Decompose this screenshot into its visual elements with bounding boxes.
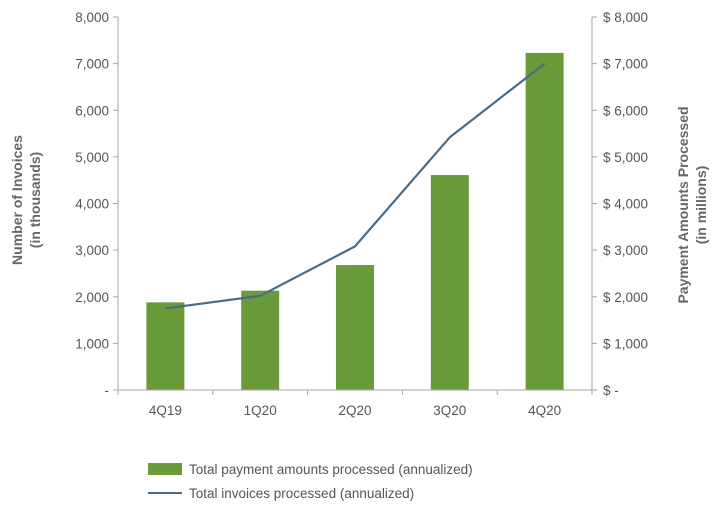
right-tick-label: $ 1,000 bbox=[603, 336, 648, 351]
x-tick-label: 4Q19 bbox=[149, 403, 182, 418]
bar-4Q19 bbox=[146, 302, 184, 390]
right-axis-title: Payment Amounts Processed bbox=[675, 106, 691, 303]
left-tick-label: 8,000 bbox=[75, 10, 109, 25]
left-axis-title: Number of Invoices bbox=[9, 135, 25, 265]
bar-1Q20 bbox=[241, 291, 279, 390]
left-tick-label: 1,000 bbox=[75, 336, 109, 351]
right-tick-label: $ 5,000 bbox=[603, 150, 648, 165]
bar-4Q20 bbox=[526, 53, 564, 390]
bar-series bbox=[146, 53, 563, 390]
left-tick-label: 3,000 bbox=[75, 243, 109, 258]
left-tick-label: 6,000 bbox=[75, 103, 109, 118]
left-tick-label: 5,000 bbox=[75, 150, 109, 165]
right-tick-label: $ 4,000 bbox=[603, 197, 648, 212]
x-tick-label: 2Q20 bbox=[338, 403, 371, 418]
left-tick-label: 4,000 bbox=[75, 197, 109, 212]
left-axis-subtitle: (in thousands) bbox=[27, 152, 43, 248]
right-tick-label: $ 2,000 bbox=[603, 290, 648, 305]
right-tick-label: $ - bbox=[603, 383, 619, 398]
x-tick-label: 1Q20 bbox=[244, 403, 277, 418]
x-tick-label: 4Q20 bbox=[528, 403, 561, 418]
right-axis-tick-labels: $ - $ 1,000 $ 2,000 $ 3,000 $ 4,000 $ 5,000 $ … bbox=[603, 10, 648, 398]
x-tick-label: 3Q20 bbox=[433, 403, 466, 418]
bar-3Q20 bbox=[431, 175, 469, 390]
legend: Total payment amounts processed (annuali… bbox=[148, 462, 473, 501]
left-tick-label: 2,000 bbox=[75, 290, 109, 305]
left-tick-label: 7,000 bbox=[75, 57, 109, 72]
right-tick-label: $ 8,000 bbox=[603, 10, 648, 25]
bar-2Q20 bbox=[336, 265, 374, 390]
left-axis-tick-labels: - 1,000 2,000 3,000 4,000 5,000 6,000 7,000 8,00… bbox=[75, 10, 109, 398]
right-tick-label: $ 6,000 bbox=[603, 103, 648, 118]
legend-bar-label: Total payment amounts processed (annuali… bbox=[189, 462, 473, 477]
right-tick-label: $ 3,000 bbox=[603, 243, 648, 258]
legend-bar-swatch bbox=[148, 463, 182, 475]
legend-line-label: Total invoices processed (annualized) bbox=[189, 486, 414, 501]
x-axis-tick-labels: 4Q19 1Q20 2Q20 3Q20 4Q20 bbox=[149, 403, 561, 418]
right-axis-subtitle: (in millions) bbox=[693, 166, 709, 245]
left-tick-label: - bbox=[105, 383, 110, 398]
right-tick-label: $ 7,000 bbox=[603, 57, 648, 72]
